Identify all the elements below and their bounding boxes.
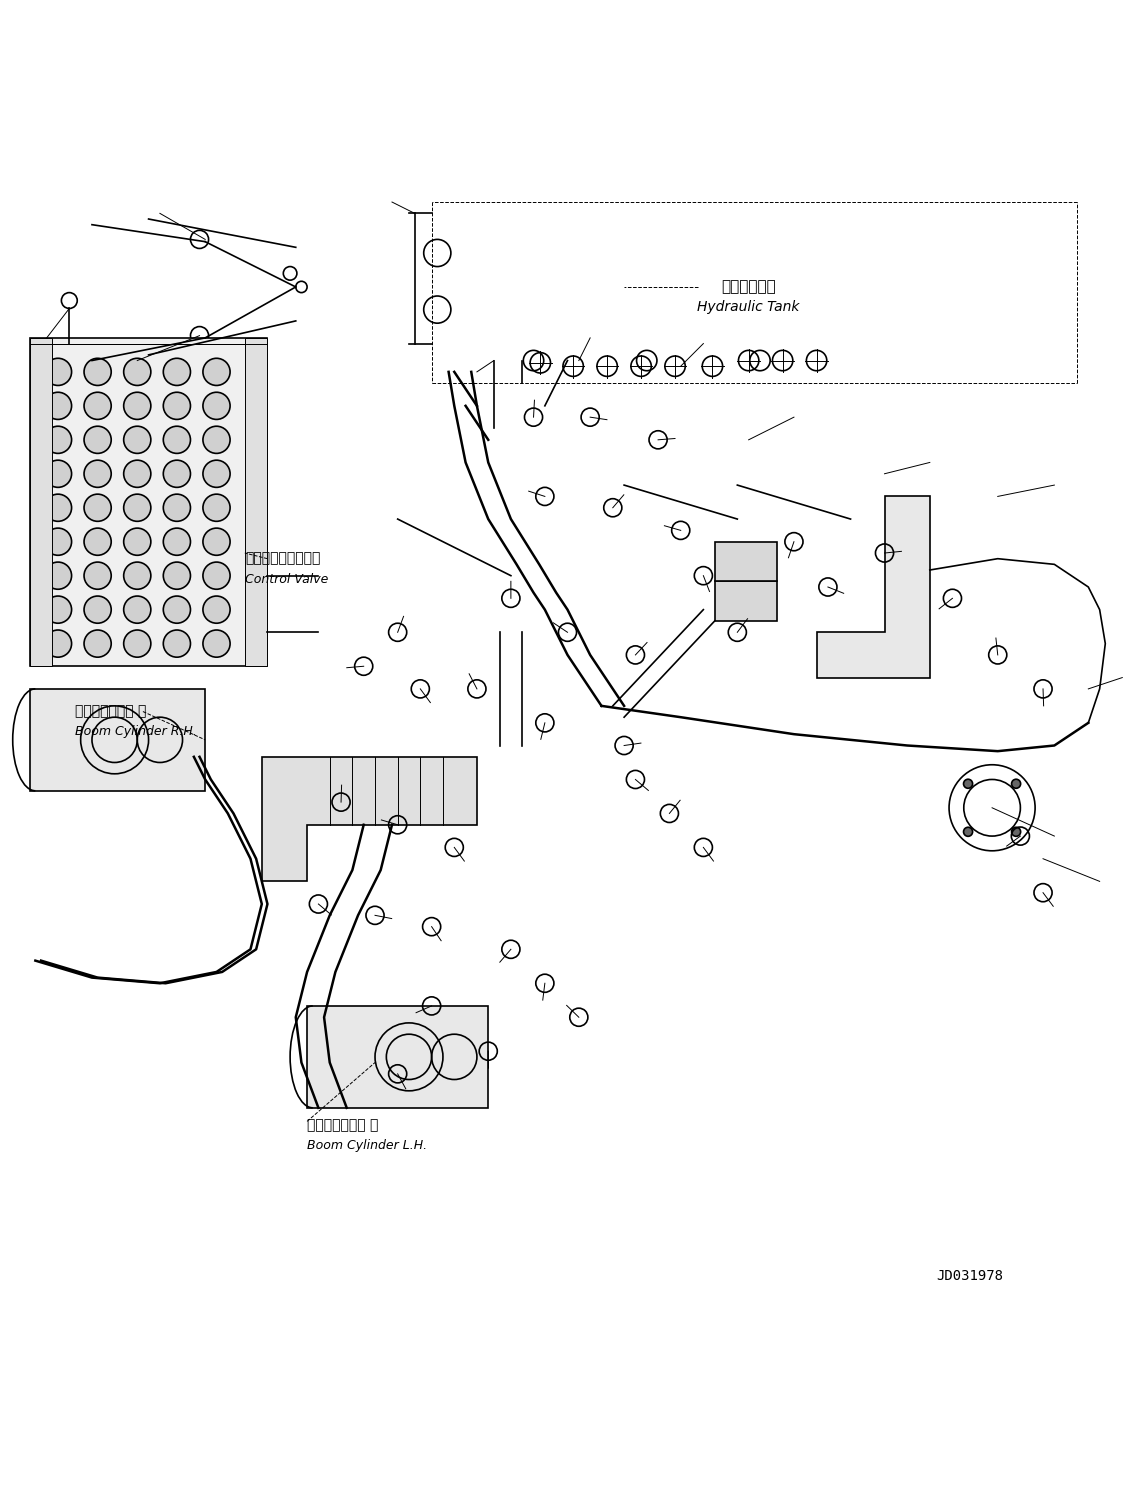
Circle shape [1011, 780, 1020, 789]
Circle shape [44, 596, 72, 623]
Circle shape [163, 631, 191, 658]
Circle shape [44, 494, 72, 522]
Bar [715, 581, 777, 620]
Circle shape [163, 358, 191, 386]
Circle shape [124, 358, 151, 386]
Circle shape [203, 494, 230, 522]
Circle shape [203, 426, 230, 453]
Circle shape [44, 528, 72, 555]
Text: ブームシリンダ 左: ブームシリンダ 左 [308, 1118, 378, 1132]
Bar [30, 689, 205, 790]
Circle shape [163, 596, 191, 623]
Polygon shape [816, 497, 930, 677]
Circle shape [84, 596, 111, 623]
Circle shape [84, 392, 111, 419]
Text: Boom Cylinder R.H.: Boom Cylinder R.H. [75, 726, 196, 738]
Circle shape [203, 461, 230, 488]
Circle shape [84, 528, 111, 555]
Circle shape [124, 461, 151, 488]
Circle shape [84, 494, 111, 522]
Circle shape [84, 631, 111, 658]
Circle shape [124, 562, 151, 589]
Circle shape [203, 392, 230, 419]
Circle shape [163, 461, 191, 488]
Circle shape [44, 631, 72, 658]
Circle shape [203, 596, 230, 623]
Text: Hydraulic Tank: Hydraulic Tank [698, 300, 800, 315]
Circle shape [964, 828, 973, 836]
Circle shape [163, 494, 191, 522]
Circle shape [124, 596, 151, 623]
Text: コントロールバルブ: コントロールバルブ [245, 552, 320, 565]
Circle shape [44, 358, 72, 386]
Circle shape [84, 562, 111, 589]
Circle shape [203, 528, 230, 555]
Circle shape [964, 780, 973, 789]
Bar [308, 1006, 488, 1108]
Circle shape [84, 426, 111, 453]
Bar [30, 338, 268, 666]
Text: Boom Cylinder L.H.: Boom Cylinder L.H. [308, 1139, 427, 1151]
Circle shape [203, 358, 230, 386]
Bar [245, 338, 268, 666]
Circle shape [124, 392, 151, 419]
Text: JD031978: JD031978 [936, 1269, 1003, 1284]
Bar [715, 541, 777, 581]
Circle shape [163, 392, 191, 419]
Text: ブームシリンダ 右: ブームシリンダ 右 [75, 705, 146, 719]
Circle shape [163, 426, 191, 453]
Polygon shape [262, 757, 477, 881]
Circle shape [84, 358, 111, 386]
Circle shape [124, 426, 151, 453]
Circle shape [44, 562, 72, 589]
Circle shape [1011, 828, 1020, 836]
Circle shape [44, 461, 72, 488]
Circle shape [124, 631, 151, 658]
Circle shape [124, 494, 151, 522]
Text: Control Valve: Control Valve [245, 573, 328, 586]
Bar [30, 338, 52, 666]
Circle shape [44, 426, 72, 453]
Circle shape [203, 562, 230, 589]
Circle shape [84, 461, 111, 488]
Circle shape [203, 631, 230, 658]
Circle shape [124, 528, 151, 555]
Circle shape [163, 562, 191, 589]
Text: 作動油タンク: 作動油タンク [721, 279, 776, 294]
Circle shape [163, 528, 191, 555]
Circle shape [44, 392, 72, 419]
